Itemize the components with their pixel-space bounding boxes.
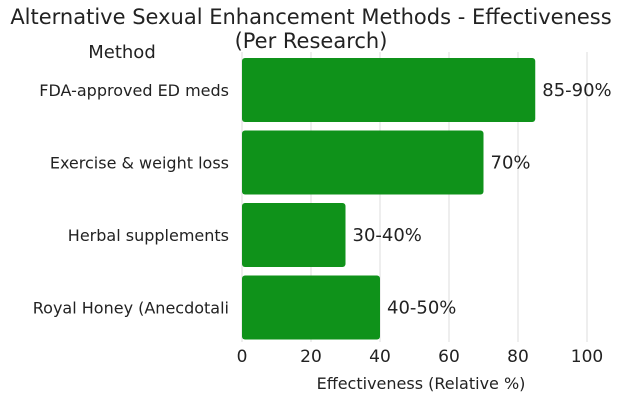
bar [242,203,346,267]
chart-title: Alternative Sexual Enhancement Methods -… [10,5,611,29]
x-axis-label: Effectiveness (Relative %) [317,374,526,393]
x-tick-label: 40 [369,347,391,367]
chart-subtitle: (Per Research) [235,29,388,53]
category-axis-header: Method [88,42,156,63]
x-tick-labels: 0 20 40 60 80 100 [237,347,604,367]
category-label: FDA-approved ED meds [39,81,229,100]
data-label: 70% [491,153,531,174]
category-label: Herbal supplements [68,226,229,245]
x-tick-label: 100 [571,347,603,367]
bar [242,58,536,122]
x-tick-label: 60 [438,347,460,367]
data-label: 40-50% [387,298,456,319]
bar [242,130,484,195]
bar [242,275,380,340]
data-label: 30-40% [353,225,422,246]
x-tick-label: 0 [237,347,248,367]
x-tick-label: 20 [300,347,322,367]
x-tick-label: 80 [507,347,529,367]
category-label: Exercise & weight loss [50,154,229,173]
bars [242,58,536,340]
category-labels: FDA-approved ED meds Exercise & weight lo… [33,81,229,318]
category-label: Royal Honey (Anecdotali [33,299,229,318]
data-labels: 85-90% 70% 30-40% 40-50% [353,80,612,319]
data-label: 85-90% [542,80,611,101]
